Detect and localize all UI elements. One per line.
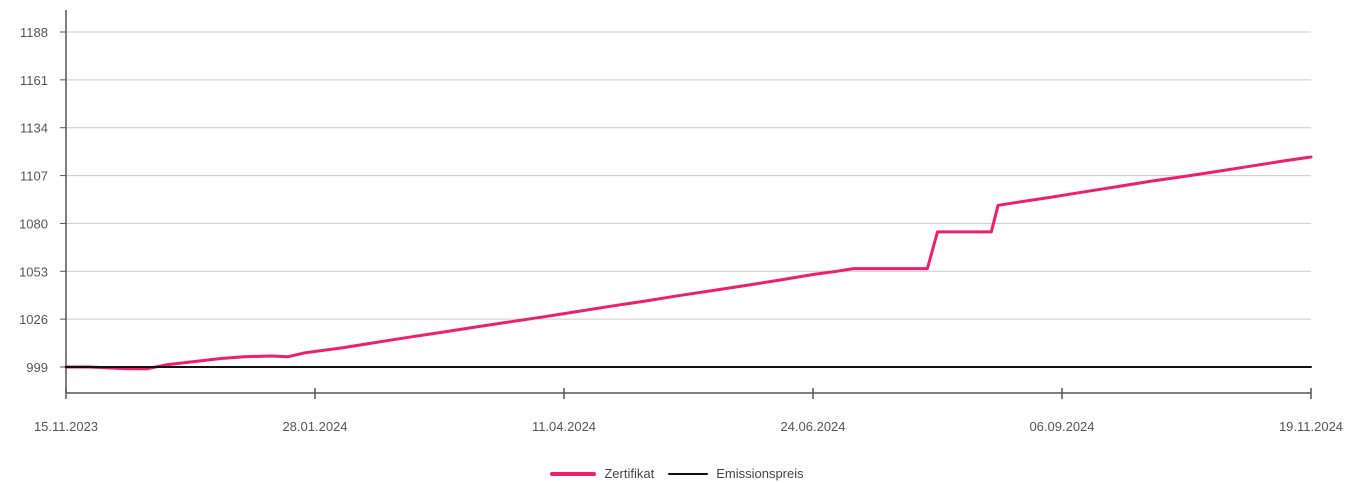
y-tick-label: 1107: [20, 169, 48, 184]
y-tick-label: 1053: [19, 264, 48, 279]
x-tick-label: 28.01.2024: [282, 419, 347, 434]
y-tick-label: 1080: [19, 216, 48, 231]
chart-legend: Zertifikat Emissionspreis: [0, 466, 1354, 481]
legend-item-zertifikat[interactable]: Zertifikat: [550, 466, 654, 481]
legend-label-emissionspreis: Emissionspreis: [716, 466, 804, 481]
series-line-zertifikat: [64, 155, 1313, 371]
axes: 999 1026 1053 1080 1107 1134 1161 1188 15.11.202…: [19, 10, 1343, 434]
x-tick-label: 19.11.2024: [1279, 419, 1343, 434]
y-tick-label: 1188: [20, 25, 48, 40]
y-tick-label: 1134: [20, 121, 48, 136]
legend-label-zertifikat: Zertifikat: [604, 466, 655, 481]
grid-lines: [66, 31, 1311, 368]
legend-swatch-zertifikat: [550, 471, 597, 476]
x-tick-label: 24.06.2024: [780, 419, 845, 434]
x-tick-label: 06.09.2024: [1029, 419, 1094, 434]
x-tick-label: 11.04.2024: [532, 419, 596, 434]
x-tick-label: 15.11.2023: [34, 419, 98, 434]
y-tick-label: 999: [26, 360, 48, 375]
y-tick-label: 1161: [20, 73, 48, 88]
line-chart: 999 1026 1053 1080 1107 1134 1161 1188 15.11.202…: [19, 10, 1343, 434]
legend-item-emissionspreis[interactable]: Emissionspreis: [668, 466, 804, 481]
series-lines: [64, 155, 1313, 371]
y-tick-label: 1026: [19, 312, 48, 327]
legend-swatch-emissionspreis: [668, 472, 709, 475]
